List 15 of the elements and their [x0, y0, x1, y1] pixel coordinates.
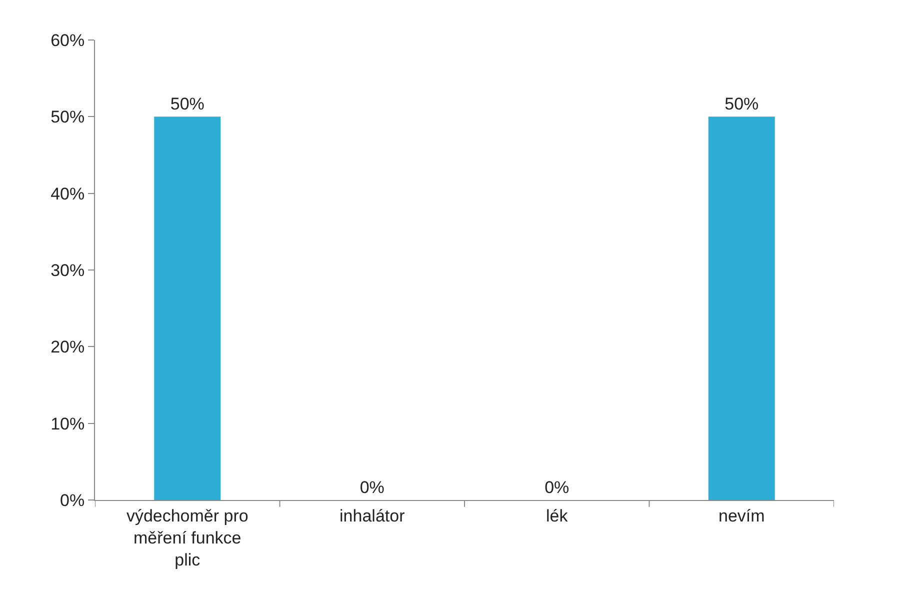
- y-tick-label: 10%: [50, 414, 85, 434]
- data-label: 0%: [544, 478, 570, 497]
- y-tick-label: 30%: [50, 260, 85, 280]
- y-tick-label: 50%: [50, 108, 85, 127]
- y-tick-label: 20%: [50, 338, 85, 357]
- data-label: 50%: [170, 94, 204, 114]
- x-tick-label: lék: [546, 506, 568, 526]
- y-tick-label: 0%: [60, 490, 85, 510]
- y-tick-label: 40%: [50, 184, 85, 204]
- data-label: 0%: [360, 478, 384, 497]
- x-tick-label: inhalátor: [340, 506, 406, 526]
- data-label: 50%: [724, 94, 759, 114]
- y-tick-label: 60%: [50, 30, 85, 50]
- x-tick-label: nevím: [718, 506, 765, 526]
- x-tick-label: výdechoměr pro měření funkce plic: [126, 506, 248, 570]
